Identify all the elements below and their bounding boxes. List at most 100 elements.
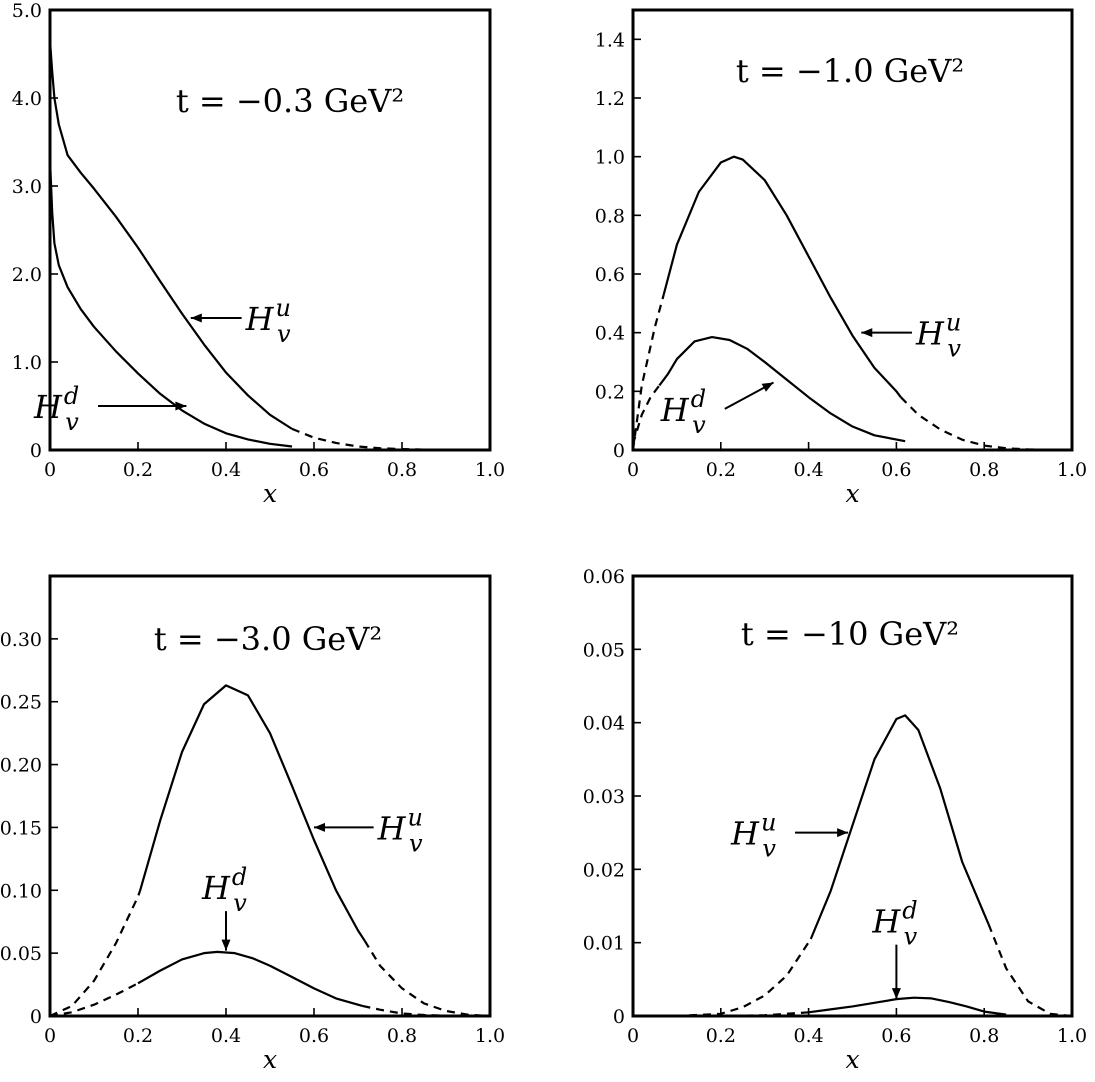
x-tick-label: 0.4	[211, 459, 241, 481]
x-tick-label: 0.6	[299, 459, 329, 481]
series-d-line	[48, 159, 293, 448]
x-tick-label: 0.4	[793, 459, 823, 481]
x-tick-label: 1.0	[475, 1025, 505, 1047]
x-tick-label: 1.0	[1057, 1025, 1087, 1047]
series-label: Hu v	[245, 294, 291, 348]
series-u-dashed-high	[363, 939, 491, 1018]
arrowhead	[221, 939, 231, 951]
series-d-line	[658, 335, 906, 443]
series-u-line	[662, 155, 902, 398]
x-tick-label: 0	[627, 459, 639, 481]
annotation-H-v-u: Hu v	[861, 309, 961, 363]
arrowhead	[837, 828, 849, 838]
panel-title: t = −1.0 GeV²	[736, 52, 964, 90]
series-label: Hu v	[915, 309, 961, 363]
x-tick-label: 0.6	[881, 459, 911, 481]
series-d-dashed-high	[362, 1004, 491, 1018]
series-d-line	[137, 950, 363, 1007]
y-tick-label: 0.20	[0, 755, 42, 777]
x-tick-label: 0.4	[793, 1025, 823, 1047]
annotation-H-v-d: Hd v	[660, 381, 774, 439]
y-tick-label: 2.0	[12, 264, 42, 286]
series-label: Hu v	[377, 803, 423, 857]
arrowhead	[891, 988, 901, 1000]
series-u-dashed-high	[987, 923, 1073, 1018]
x-tick-label: 0.2	[123, 459, 153, 481]
y-tick-label: 0.04	[583, 713, 625, 735]
plot-frame	[48, 574, 492, 1018]
x-tick-label: 0	[627, 1025, 639, 1047]
panel-title: t = −10 GeV²	[741, 615, 959, 653]
y-tick-label: 3.0	[12, 176, 42, 198]
y-tick-label: 0.15	[0, 817, 42, 839]
y-tick-label: 1.2	[595, 88, 625, 110]
y-tick-label: 0.02	[583, 859, 625, 881]
x-tick-label: 0.8	[387, 459, 417, 481]
x-tick-label: 0	[44, 1025, 56, 1047]
annotation-H-v-u: Hu v	[730, 809, 849, 863]
chart-panel-1: 0 0.2 0.4 0.6 0.8 1.0 0 1.0 2.0 3.0 4.0 5.0 x t = −0.…	[12, 0, 505, 508]
x-tick-label: 0.8	[969, 459, 999, 481]
series-u-line	[809, 714, 990, 940]
x-tick-label: 0.8	[387, 1025, 417, 1047]
y-tick-label: 0.30	[0, 629, 42, 651]
annotation-H-v-d: Hd v	[201, 863, 247, 951]
x-axis-title: x	[263, 1045, 277, 1074]
annotation-H-v-d: Hd v	[33, 382, 187, 436]
annotation-H-v-d: Hd v	[871, 897, 918, 1000]
y-tick-label: 1.4	[595, 29, 625, 51]
series-u-line	[48, 40, 293, 430]
y-tick-label: 5.0	[12, 0, 42, 22]
series-u-dashed-low	[49, 889, 142, 1018]
arrowhead	[314, 822, 325, 832]
arrowhead	[761, 382, 774, 392]
y-tick-label: 0.4	[595, 323, 625, 345]
series-label: Hd v	[33, 382, 79, 436]
x-axis-title: x	[845, 1045, 859, 1074]
y-tick-label: 0.06	[583, 566, 625, 588]
x-tick-label: 0.2	[706, 459, 736, 481]
series-d-dashed-low	[631, 384, 661, 445]
panel-title: t = −0.3 GeV²	[176, 82, 404, 120]
arrowhead	[175, 401, 187, 411]
x-tick-label: 0.6	[881, 1025, 911, 1047]
x-tick-label: 0.8	[969, 1025, 999, 1047]
series-label: Hd v	[871, 897, 917, 951]
chart-panel-3: 0 0.2 0.4 0.6 0.8 1.0 0 0.05 0.10 0.15 0.20 0.25 0.3…	[0, 574, 505, 1074]
series-u-dashed-high	[291, 427, 491, 452]
y-tick-label: 0.05	[583, 639, 625, 661]
plot-frame	[631, 8, 1074, 452]
x-axis-title: x	[845, 479, 859, 508]
x-tick-label: 1.0	[1057, 459, 1087, 481]
series-d-line	[808, 996, 1007, 1016]
y-tick-label: 0.8	[595, 205, 625, 227]
y-tick-label: 0	[613, 440, 625, 462]
y-tick-label: 0.6	[595, 264, 625, 286]
y-tick-label: 0.05	[0, 943, 42, 965]
x-tick-label: 1.0	[475, 459, 505, 481]
panel-title: t = −3.0 GeV²	[154, 620, 382, 658]
x-tick-label: 0	[44, 459, 56, 481]
y-tick-label: 0	[30, 440, 42, 462]
y-tick-label: 1.0	[12, 352, 42, 374]
x-tick-label: 0.4	[211, 1025, 241, 1047]
x-tick-label: 0.6	[299, 1025, 329, 1047]
annotation-H-v-u: Hu v	[314, 803, 423, 857]
y-tick-label: 0.03	[583, 786, 625, 808]
x-tick-label: 0.2	[123, 1025, 153, 1047]
series-d-dashed-low	[633, 1011, 809, 1018]
x-axis-title: x	[263, 479, 277, 508]
x-tick-label: 0.2	[706, 1025, 736, 1047]
y-tick-label: 0.2	[595, 381, 625, 403]
arrowhead	[190, 313, 202, 323]
arrowhead	[861, 328, 873, 338]
annotation-H-v-u: Hu v	[190, 294, 291, 348]
series-label: Hd v	[660, 385, 706, 439]
y-tick-label: 0.01	[583, 933, 625, 955]
plot-frame	[48, 8, 492, 452]
series-label: Hd v	[201, 863, 247, 917]
series-u-dashed-low	[633, 938, 812, 1018]
y-tick-label: 0.25	[0, 692, 42, 714]
series-d-dashed-low	[49, 982, 139, 1018]
